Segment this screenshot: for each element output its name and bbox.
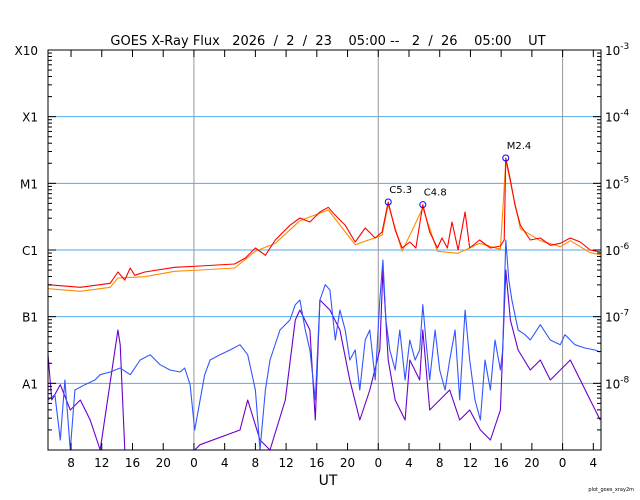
x-tick-label: 12 <box>278 456 293 470</box>
grid <box>48 50 601 450</box>
flare-class-label: C1 <box>22 244 38 258</box>
x-tick-label: 20 <box>524 456 539 470</box>
axes: 8 12 16 20 0 4 8 12 16 20 0 4 8 12 16 20 0 4 X10 X1 M1 C1 B1 A1… <box>15 42 630 470</box>
chart-title: GOES X-Ray Flux 2026 / 2 / 23 05:00 -- 2… <box>110 34 545 49</box>
x-tick-label: 0 <box>190 456 198 470</box>
series-line-long-wavelength-secondary <box>47 160 601 292</box>
flux-scale-label: 10-6 <box>605 242 630 258</box>
flare-class-label: M1 <box>20 177 38 191</box>
flux-scale-label: 10-3 <box>605 42 629 58</box>
flare-peak-marker <box>419 201 427 209</box>
flux-scale-label: 10-4 <box>605 109 630 125</box>
series-group <box>47 157 601 451</box>
flare-class-label: X10 <box>15 44 39 58</box>
x-tick-label: 16 <box>309 456 324 470</box>
x-tick-label: 20 <box>156 456 171 470</box>
flare-label: C4.8 <box>424 188 447 199</box>
series-line-short-wavelength-secondary <box>47 269 601 451</box>
x-tick-label: 8 <box>436 456 444 470</box>
series-line-short-wavelength <box>47 239 601 451</box>
flare-label: M2.4 <box>507 141 532 152</box>
x-tick-label: 8 <box>67 456 75 470</box>
x-tick-label: 8 <box>252 456 260 470</box>
series-line-long-wavelength <box>47 157 601 288</box>
x-tick-label: 4 <box>589 456 597 470</box>
flare-class-label: B1 <box>22 311 38 325</box>
x-tick-label: 12 <box>463 456 478 470</box>
x-tick-label: 0 <box>374 456 382 470</box>
credit-label: plot_goes_xray2m <box>588 487 634 493</box>
x-tick-label: 20 <box>340 456 355 470</box>
flare-annotations: C5.3 C4.8 M2.4 <box>384 141 532 209</box>
x-tick-label: 12 <box>94 456 109 470</box>
x-tick-label: 0 <box>559 456 567 470</box>
x-tick-label: 16 <box>494 456 509 470</box>
flare-peak-marker <box>384 198 392 206</box>
flare-class-label: A1 <box>22 377 38 391</box>
flare-class-label: X1 <box>22 111 38 125</box>
flux-scale-label: 10-8 <box>605 375 630 391</box>
x-axis-label: UT <box>319 473 338 489</box>
x-tick-label: 4 <box>405 456 413 470</box>
flare-peak-marker <box>502 154 510 162</box>
x-tick-label: 4 <box>221 456 229 470</box>
flux-scale-label: 10-5 <box>605 175 629 191</box>
x-tick-label: 16 <box>125 456 140 470</box>
flux-scale-label: 10-7 <box>605 309 629 325</box>
flare-label: C5.3 <box>389 185 412 196</box>
